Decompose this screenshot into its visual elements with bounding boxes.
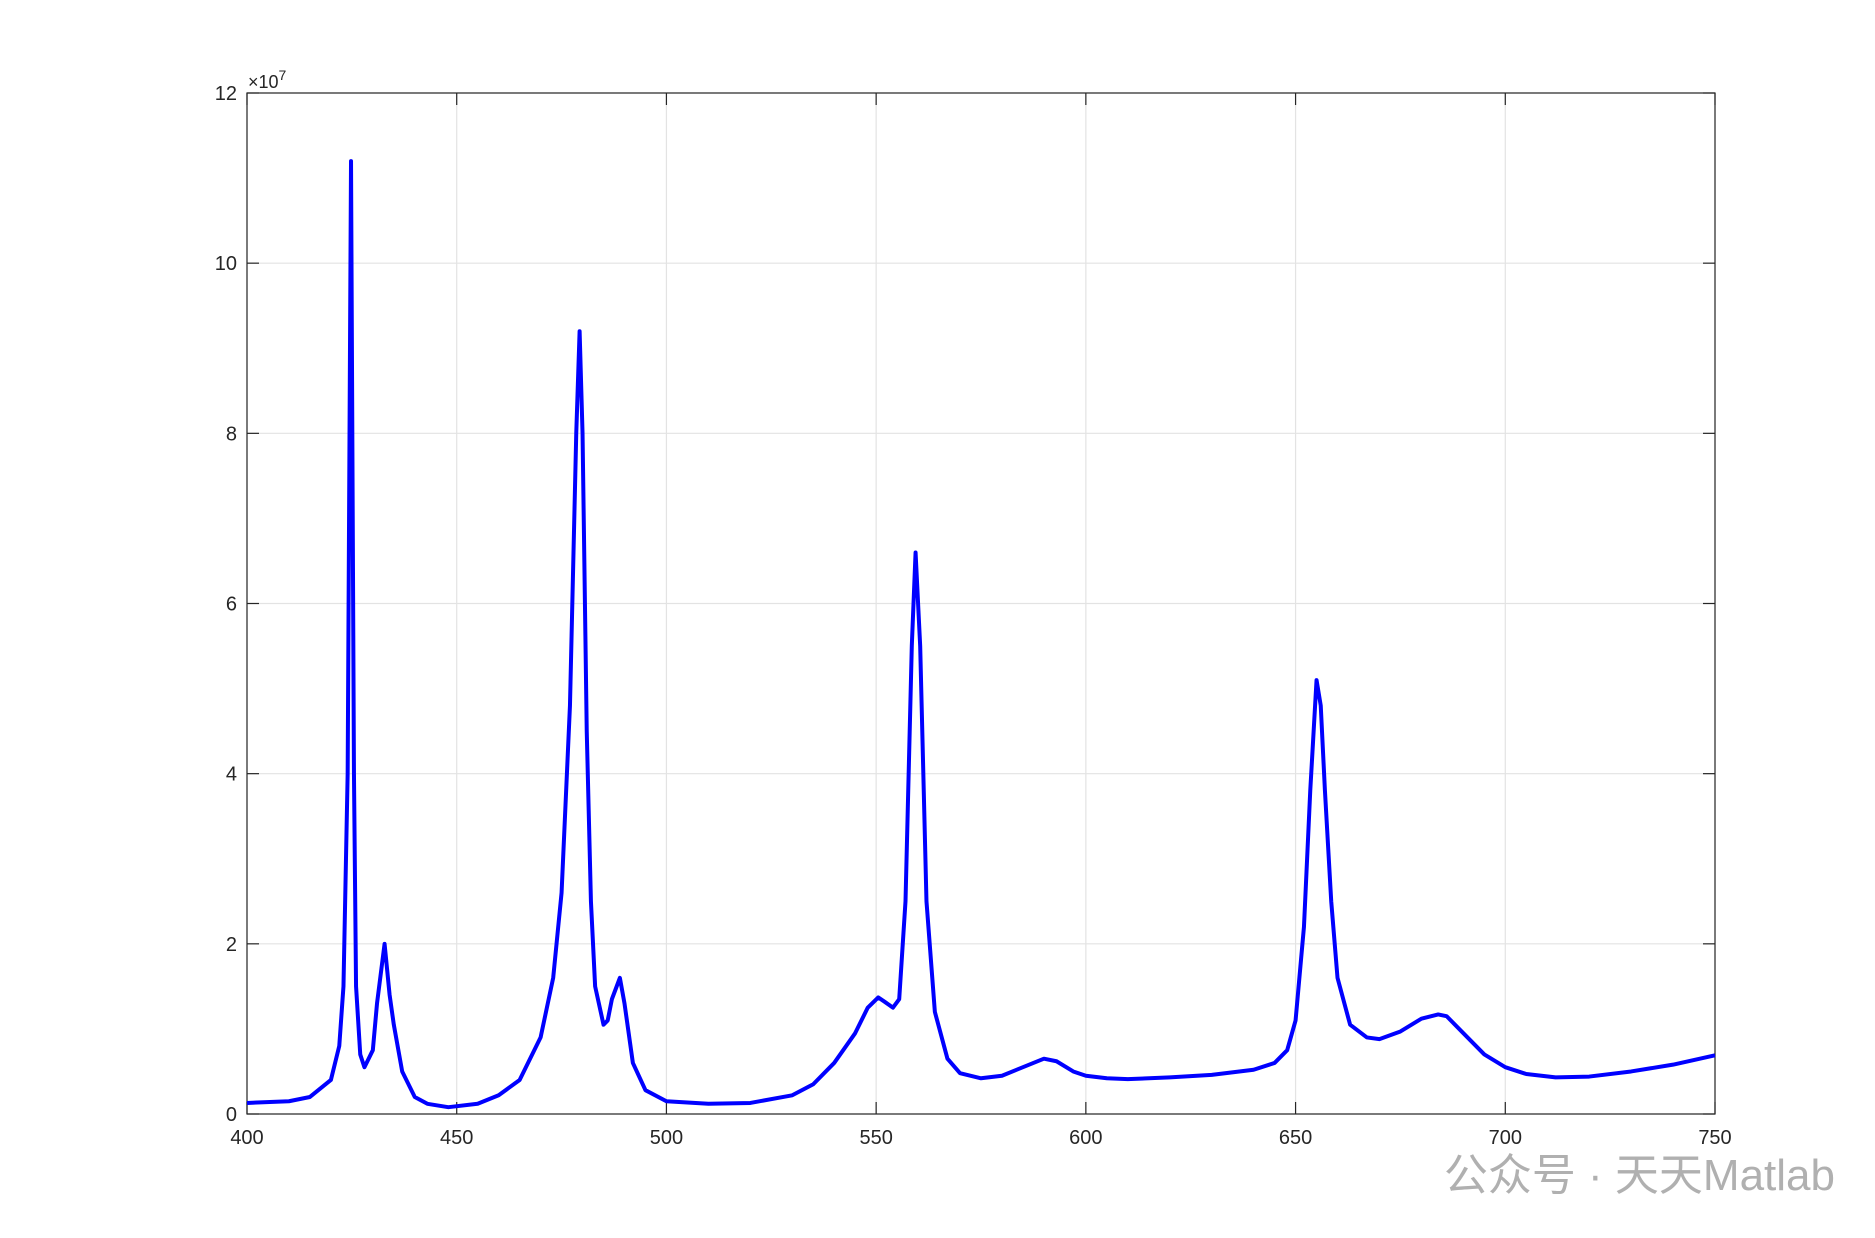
watermark: 公众号 · 天天Matlab	[1444, 1151, 1835, 1200]
y-tick-label: 0	[226, 1104, 237, 1126]
x-tick-label: 450	[440, 1127, 473, 1149]
x-tick-label: 700	[1489, 1127, 1522, 1149]
y-multiplier: ×107	[248, 67, 287, 92]
x-tick-label: 750	[1698, 1127, 1731, 1149]
x-tick-label: 600	[1069, 1127, 1102, 1149]
y-tick-label: 12	[215, 83, 237, 105]
grid	[246, 92, 1716, 1115]
y-multiplier-base: ×10	[248, 72, 279, 92]
data-line	[246, 159, 1716, 1110]
axes-box	[246, 92, 1716, 1115]
y-tick-label: 4	[226, 764, 237, 786]
x-tick-label: 500	[650, 1127, 683, 1149]
x-tick-label: 400	[230, 1127, 263, 1149]
y-multiplier-exponent: 7	[279, 67, 287, 83]
y-tick-label: 8	[226, 423, 237, 445]
y-tick-label: 2	[226, 934, 237, 956]
y-tick-label: 10	[215, 253, 237, 275]
x-tick-label: 650	[1279, 1127, 1312, 1149]
y-tick-label: 6	[226, 594, 237, 616]
x-tick-label: 550	[859, 1127, 892, 1149]
